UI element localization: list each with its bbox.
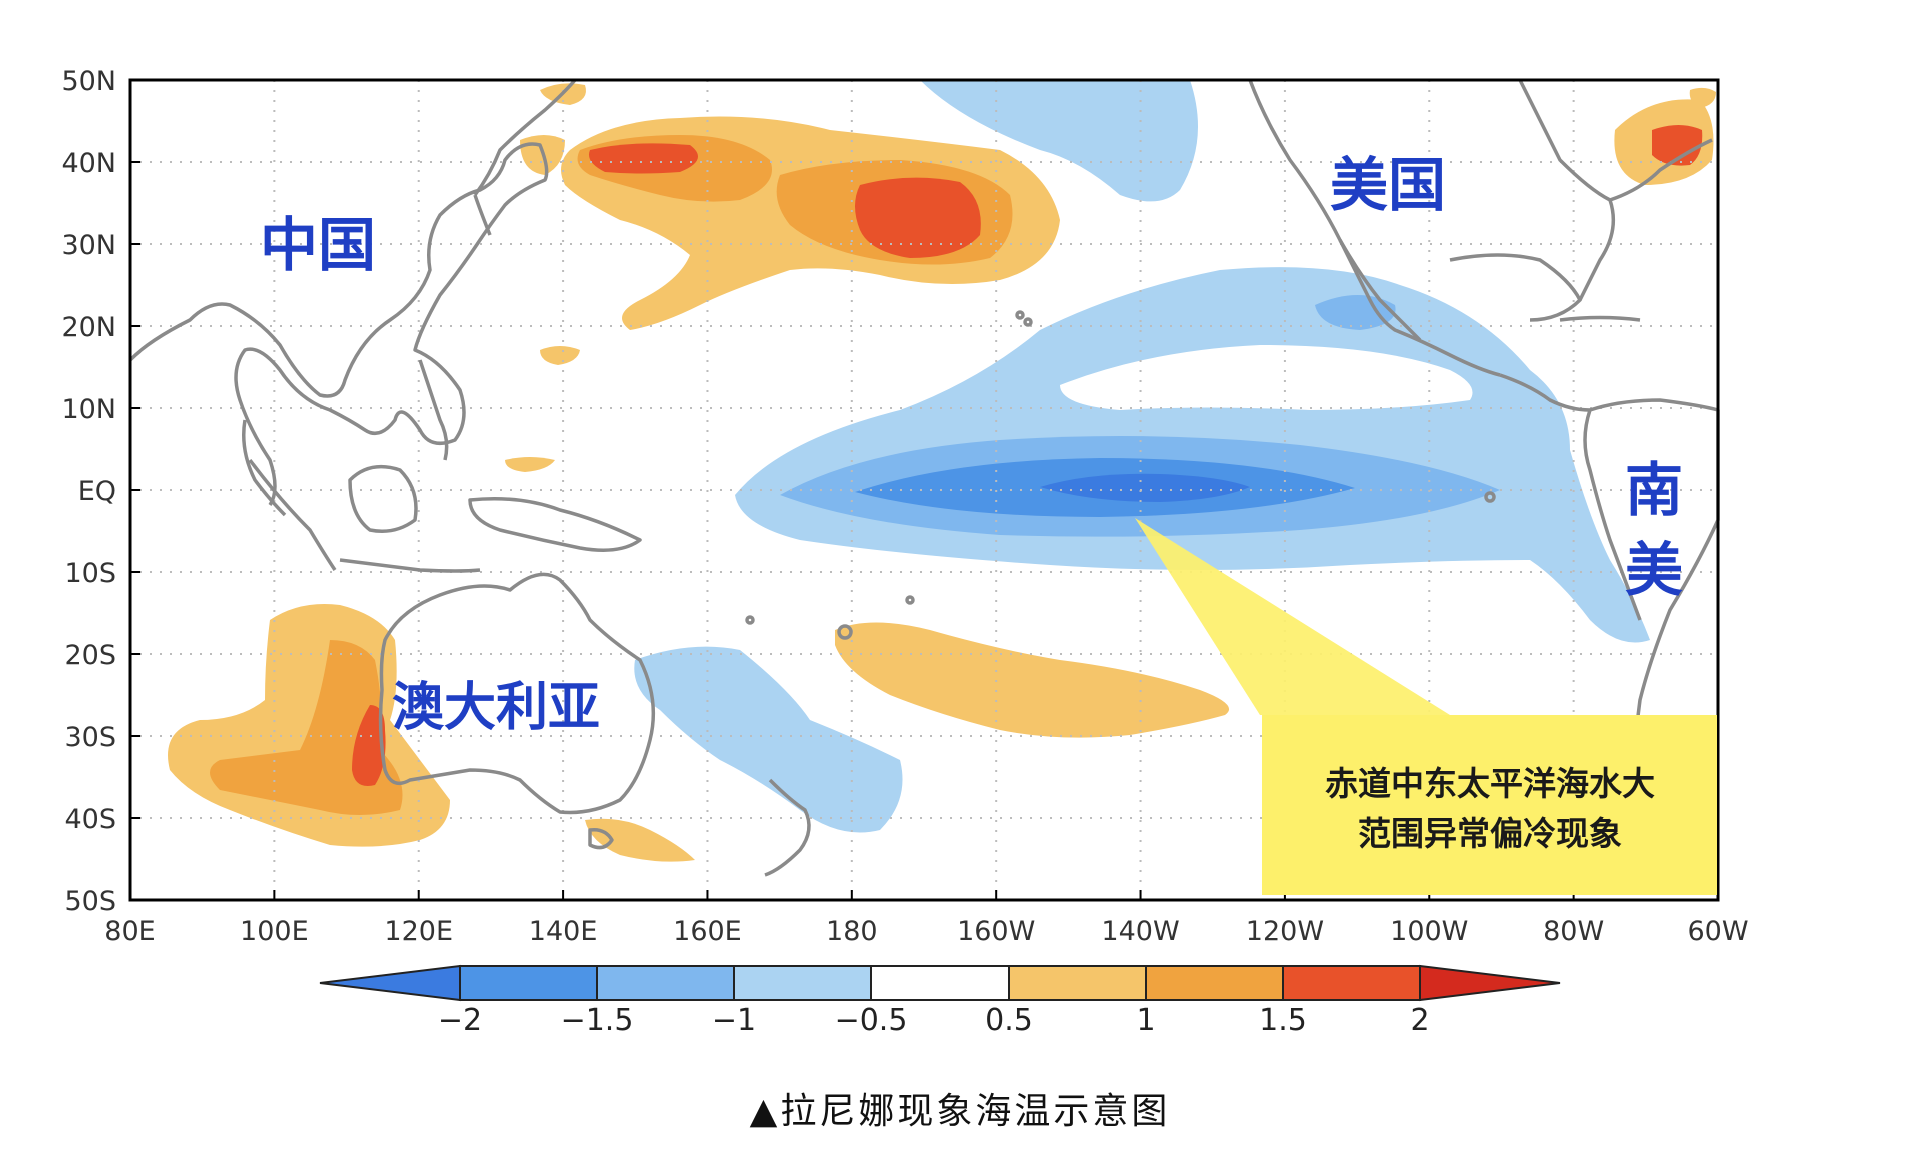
longitude-tick-label: 120E — [384, 916, 453, 947]
colorbar-tick: −2 — [438, 1003, 482, 1038]
latitude-tick-label: 30N — [61, 230, 116, 261]
region-labels: 中国 美国 南 美 澳大利亚 — [260, 151, 1683, 738]
longitude-tick-label: 100E — [240, 916, 309, 947]
colorbar-tick: 1 — [1136, 1003, 1155, 1038]
colorbar-bin — [1145, 965, 1284, 1001]
label-china: 中国 — [260, 211, 376, 279]
latitude-tick-label: 40S — [65, 804, 117, 835]
latitude-tick-label: 50N — [61, 66, 116, 97]
callout-box — [1262, 715, 1717, 895]
longitude-tick-label: 80E — [104, 916, 155, 947]
colorbar-tick: 2 — [1410, 1003, 1429, 1038]
label-usa: 美国 — [1330, 151, 1446, 219]
longitude-tick-label: 80W — [1543, 916, 1604, 947]
longitude-tick-label: 120W — [1246, 916, 1324, 947]
latitude-tick-label: 10N — [61, 394, 116, 425]
colorbar-bin — [459, 965, 598, 1001]
colorbar-cap-high — [1419, 964, 1561, 1002]
callout: 赤道中东太平洋海水大 范围异常偏冷现象 — [1135, 518, 1717, 895]
longitude-tick-label: 60W — [1687, 916, 1748, 947]
latitude-tick-label: 20S — [65, 640, 117, 671]
latitude-tick-label: 50S — [65, 886, 117, 917]
colorbar-tick: 0.5 — [985, 1003, 1033, 1038]
longitude-tick-label: 140W — [1101, 916, 1179, 947]
colorbar-tick: −1.5 — [561, 1003, 634, 1038]
colorbar-bin — [1282, 965, 1421, 1001]
latitude-tick-label: EQ — [78, 476, 116, 507]
longitude-tick-label: 180 — [826, 916, 878, 947]
figure-caption: ▲拉尼娜现象海温示意图 — [749, 1091, 1171, 1132]
colorbar-tick: 1.5 — [1259, 1003, 1307, 1038]
longitude-tick-label: 100W — [1390, 916, 1468, 947]
longitude-tick-label: 140E — [529, 916, 598, 947]
cold-anomaly-layer — [634, 80, 1650, 833]
label-australia: 澳大利亚 — [392, 678, 600, 738]
colorbar-bin — [733, 965, 872, 1001]
colorbar-bin — [870, 965, 1010, 1001]
label-south-america-2: 美 — [1625, 536, 1683, 604]
colorbar-bin — [1008, 965, 1147, 1001]
latitude-tick-label: 30S — [65, 722, 117, 753]
callout-line-1: 赤道中东太平洋海水大 — [1325, 764, 1655, 803]
latitude-tick-label: 10S — [65, 558, 117, 589]
colorbar-bin — [596, 965, 735, 1001]
coastlines — [128, 78, 1720, 877]
longitude-tick-label: 160E — [673, 916, 742, 947]
warm-anomaly-layer — [168, 83, 1716, 862]
label-south-america-1: 南 — [1625, 456, 1683, 524]
colorbar: −2 −1.5 −1 −0.5 0.5 1 1.5 2 — [319, 964, 1561, 1038]
callout-pointer — [1135, 518, 1450, 715]
colorbar-cap-low — [319, 964, 461, 1002]
colorbar-tick: −0.5 — [835, 1003, 908, 1038]
latitude-axis: 50N 40N 30N 20N 10N EQ 10S 20S 30S 40S 50S — [61, 66, 140, 917]
longitude-tick-label: 160W — [957, 916, 1035, 947]
latitude-tick-label: 40N — [61, 148, 116, 179]
latitude-tick-label: 20N — [61, 312, 116, 343]
colorbar-tick: −1 — [712, 1003, 756, 1038]
callout-line-2: 范围异常偏冷现象 — [1358, 814, 1622, 853]
